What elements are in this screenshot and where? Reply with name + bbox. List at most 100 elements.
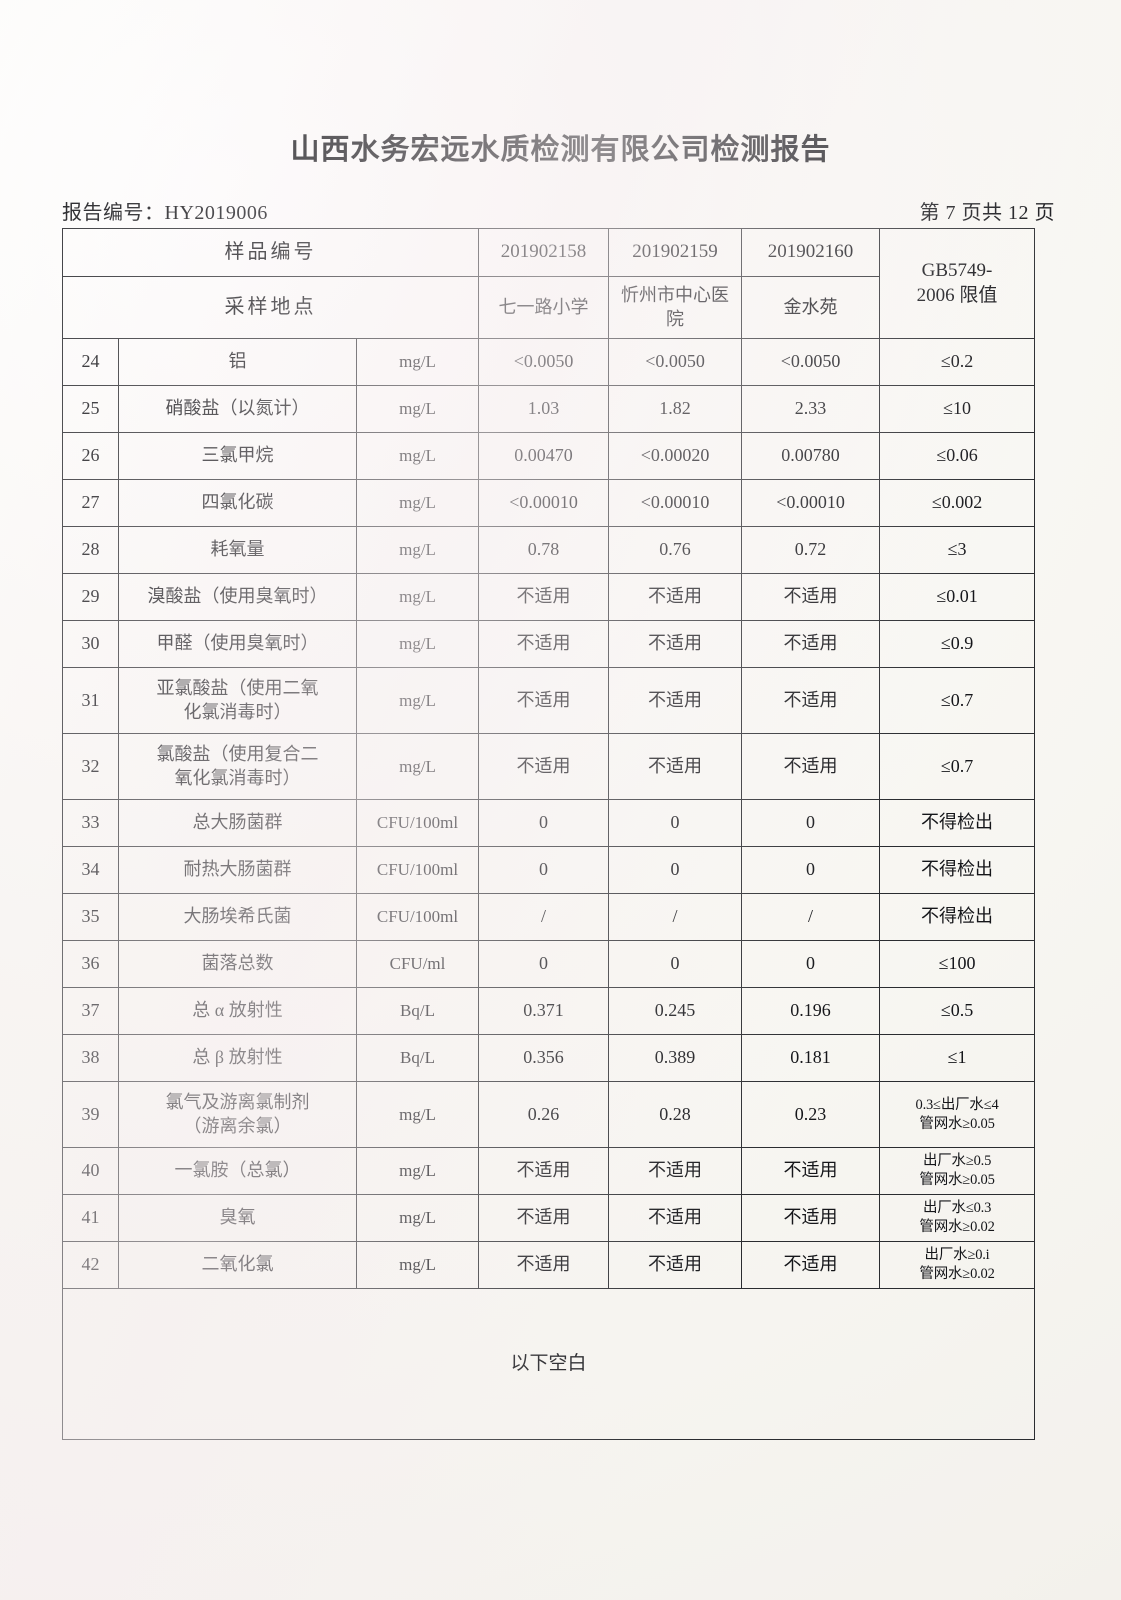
row-value-sample-1: 0.00470 — [478, 432, 610, 480]
row-value-sample-2: 0 — [608, 799, 743, 847]
row-item-name: 总 β 放射性 — [118, 1034, 357, 1082]
row-item-line-1: 亚氯酸盐（使用二氧 — [156, 678, 319, 699]
row-item-name: 氯气及游离氯制剂 （游离余氯） — [118, 1081, 357, 1148]
row-limit-value: ≤1 — [879, 1034, 1036, 1082]
row-value-sample-2: <0.00010 — [608, 479, 743, 527]
row-limit-value: 0.3≤出厂水≤4 管网水≥0.05 — [879, 1081, 1036, 1148]
row-value-sample-3: 0 — [741, 940, 881, 988]
row-item-name: 硝酸盐（以氮计） — [118, 385, 357, 433]
row-value-sample-2: 不适用 — [608, 1241, 743, 1289]
row-item-name: 亚氯酸盐（使用二氧 化氯消毒时） — [118, 667, 357, 734]
row-value-sample-1: 不适用 — [478, 1147, 610, 1195]
row-number: 35 — [62, 893, 119, 941]
row-item-name: 臭氧 — [118, 1194, 357, 1242]
row-unit: mg/L — [355, 338, 480, 386]
row-item-name: 溴酸盐（使用臭氧时） — [118, 573, 357, 621]
row-item-name: 总大肠菌群 — [118, 799, 357, 847]
water-quality-results-table: 样品编号 201902158 201902159 201902160 GB574… — [61, 228, 1036, 1440]
row-value-sample-1: <0.00010 — [478, 479, 610, 527]
blank-note: 以下空白 — [61, 1288, 1036, 1440]
row-unit: mg/L — [355, 526, 480, 574]
row-value-sample-3: <0.0050 — [741, 338, 881, 386]
row-limit-line-2: 管网水≥0.05 — [919, 1172, 995, 1188]
row-limit-value: ≤0.01 — [879, 573, 1036, 621]
page-title: 山西水务宏远水质检测有限公司检测报告 — [290, 132, 831, 166]
row-item-name: 总 α 放射性 — [118, 987, 357, 1035]
row-item-name: 铝 — [118, 338, 357, 386]
row-limit-value: 出厂水≤0.3 管网水≥0.02 — [879, 1194, 1036, 1242]
table-row: 30 甲醛（使用臭氧时） mg/L 不适用 不适用 不适用 ≤0.9 — [62, 620, 1036, 668]
row-unit: CFU/100ml — [355, 799, 480, 847]
row-value-sample-1: 不适用 — [478, 733, 610, 800]
row-value-sample-1: 0.78 — [478, 526, 610, 574]
header-sample-no-3: 201902160 — [741, 228, 881, 277]
row-unit: Bq/L — [355, 1034, 480, 1082]
table-row: 27 四氯化碳 mg/L <0.00010 <0.00010 <0.00010 ≤0.002 — [62, 479, 1036, 527]
row-number: 24 — [62, 338, 119, 386]
row-limit-value: ≤0.5 — [879, 987, 1036, 1035]
header-site-3: 金水苑 — [741, 276, 881, 339]
row-item-line-2: 氧化氯消毒时） — [174, 767, 301, 788]
row-limit-line-2: 管网水≥0.05 — [919, 1115, 995, 1132]
row-value-sample-2: 0.389 — [608, 1034, 743, 1082]
row-item-name: 三氯甲烷 — [118, 432, 357, 480]
header-sample-no-2: 201902159 — [608, 228, 743, 277]
row-unit: mg/L — [355, 620, 480, 668]
row-value-sample-2: 1.82 — [608, 385, 743, 433]
row-number: 38 — [62, 1034, 119, 1082]
page-number: 第 7 页共 12 页 — [919, 202, 1055, 224]
row-number: 37 — [62, 987, 119, 1035]
row-value-sample-1: <0.0050 — [478, 338, 610, 386]
table-row: 40 一氯胺（总氯） mg/L 不适用 不适用 不适用 出厂水≥0.5 管网水≥0.05 — [62, 1147, 1036, 1195]
header-sampling-site-label: 采样地点 — [61, 276, 480, 339]
row-unit: mg/L — [355, 1147, 480, 1195]
row-unit: mg/L — [355, 479, 480, 527]
row-value-sample-2: 不适用 — [608, 1147, 743, 1195]
standard-line-2: 2006 限值 — [916, 284, 998, 306]
row-number: 42 — [62, 1241, 119, 1289]
row-value-sample-1: 不适用 — [478, 1241, 610, 1289]
row-number: 29 — [62, 573, 119, 621]
footer-blank-row: 以下空白 — [61, 1288, 1036, 1440]
row-value-sample-2: 0 — [608, 846, 743, 894]
row-unit: mg/L — [355, 573, 480, 621]
row-value-sample-1: 不适用 — [478, 573, 610, 621]
row-value-sample-2: 0.76 — [608, 526, 743, 574]
row-number: 32 — [62, 733, 119, 800]
row-value-sample-3: 0 — [741, 799, 881, 847]
row-value-sample-2: 0.28 — [608, 1081, 743, 1148]
row-value-sample-2: 0 — [608, 940, 743, 988]
row-value-sample-3: 不适用 — [741, 667, 881, 734]
row-value-sample-3: 0.196 — [741, 987, 881, 1035]
row-item-name: 一氯胺（总氯） — [118, 1147, 357, 1195]
row-unit: mg/L — [355, 385, 480, 433]
header-sample-no-label: 样品编号 — [61, 228, 480, 277]
row-value-sample-1: 0.371 — [478, 987, 610, 1035]
row-limit-value: ≤0.9 — [879, 620, 1036, 668]
row-value-sample-3: 0 — [741, 846, 881, 894]
row-item-name: 二氧化氯 — [118, 1241, 357, 1289]
table-row: 34 耐热大肠菌群 CFU/100ml 0 0 0 不得检出 — [62, 846, 1036, 894]
table-row: 32 氯酸盐（使用复合二 氧化氯消毒时） mg/L 不适用 不适用 不适用 ≤0.7 — [62, 733, 1036, 800]
row-limit-value: ≤10 — [879, 385, 1036, 433]
table-row: 31 亚氯酸盐（使用二氧 化氯消毒时） mg/L 不适用 不适用 不适用 ≤0.7 — [62, 667, 1036, 734]
row-limit-line-1: 0.3≤出厂水≤4 — [915, 1096, 999, 1113]
row-unit: mg/L — [355, 1241, 480, 1289]
row-limit-value: 出厂水≥0.i 管网水≥0.02 — [879, 1241, 1036, 1289]
row-limit-line-1: 出厂水≥0.5 — [922, 1153, 992, 1170]
table-row: 28 耗氧量 mg/L 0.78 0.76 0.72 ≤3 — [62, 526, 1036, 574]
row-value-sample-3: 0.23 — [741, 1081, 881, 1148]
row-number: 30 — [62, 620, 119, 668]
row-value-sample-1: 0.26 — [478, 1081, 610, 1148]
row-value-sample-1: 1.03 — [478, 385, 610, 433]
row-value-sample-1: 0.356 — [478, 1034, 610, 1082]
row-value-sample-3: 不适用 — [741, 733, 881, 800]
row-unit: CFU/ml — [355, 940, 480, 988]
row-unit: mg/L — [355, 667, 480, 734]
row-item-name: 四氯化碳 — [118, 479, 357, 527]
row-item-line-2: （游离余氯） — [183, 1115, 292, 1136]
row-number: 34 — [62, 846, 119, 894]
row-number: 33 — [62, 799, 119, 847]
row-limit-value: ≤0.002 — [879, 479, 1036, 527]
table-row: 42 二氧化氯 mg/L 不适用 不适用 不适用 出厂水≥0.i 管网水≥0.02 — [62, 1241, 1036, 1289]
